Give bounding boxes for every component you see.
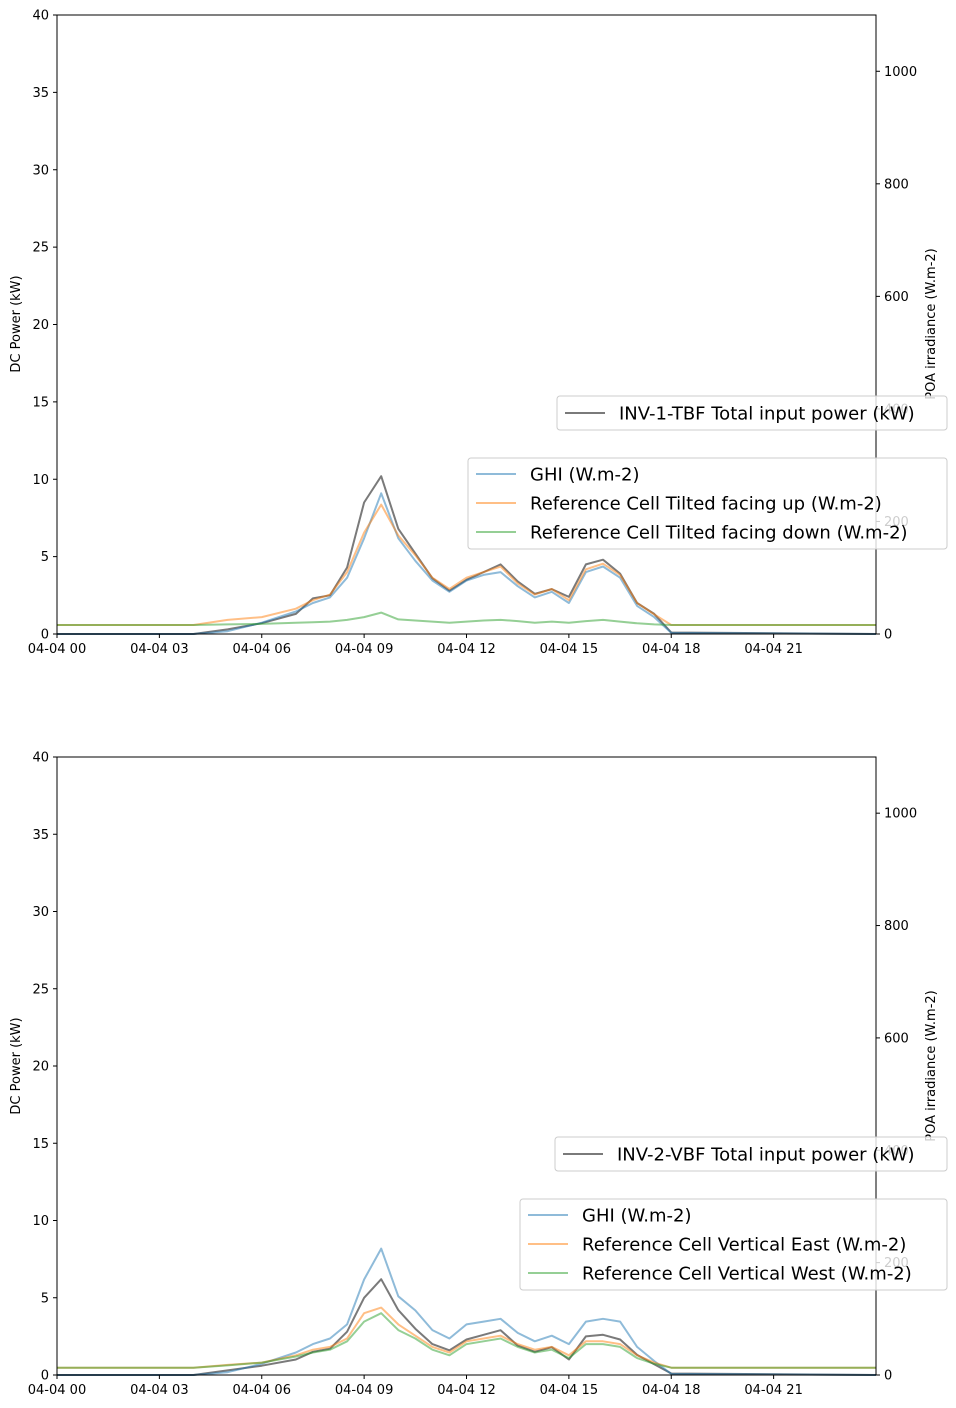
panel-top-ytick-label-8: 40 [32, 9, 49, 24]
panel-top-xtick-label-0: 04-04 00 [28, 642, 86, 657]
panel-bottom-xtick-label-2: 04-04 06 [233, 1383, 291, 1398]
panel-bottom-y2tick-label-4: 800 [884, 919, 909, 934]
panel-top-ytick-label-2: 10 [32, 473, 49, 488]
panel-bottom-legend-power-box [554, 1136, 948, 1172]
panel-top-xtick-label-6: 04-04 18 [642, 642, 700, 657]
panel-top-y2tick-label-3: 600 [884, 290, 909, 305]
panel-bottom-ytick-label-2: 10 [32, 1214, 49, 1229]
panel-top-ytick-label-5: 25 [32, 241, 49, 256]
panel-bottom-ytick-label-1: 5 [41, 1291, 49, 1306]
panel-bottom-legend-power-label: INV-2-VBF Total input power (kW) [617, 1145, 915, 1166]
panel-top-ytick-label-6: 30 [32, 163, 49, 178]
panel-bottom-y2tick-label-0: 0 [884, 1369, 892, 1384]
panel-top-ytick-label-3: 15 [32, 395, 49, 410]
panel-bottom-series-line-3 [57, 1312, 876, 1369]
panel-top-series-line-2 [57, 503, 876, 626]
panel-top-legend-irr-box [467, 457, 948, 550]
panel-bottom-ytick-label-8: 40 [32, 751, 49, 766]
panel-top-ytick-label-7: 35 [32, 86, 49, 101]
panel-top-legend-irr-label-1: Reference Cell Tilted facing up (W.m-2) [530, 494, 882, 515]
panel-bottom-y2tick-label-3: 600 [884, 1031, 909, 1046]
panel-bottom-series-line-1 [57, 1247, 877, 1376]
panel-top-xtick-label-7: 04-04 21 [744, 642, 802, 657]
panel-top-series-line-3 [57, 611, 876, 626]
panel-bottom-ytick-label-3: 15 [32, 1137, 49, 1152]
panel-bottom-ytick-label-0: 0 [41, 1369, 49, 1384]
panel-bottom-series-line-0 [57, 1278, 877, 1376]
panel-bottom-xtick-label-5: 04-04 15 [540, 1383, 598, 1398]
panel-top-y2tick-label-4: 800 [884, 177, 909, 192]
panel-bottom-legend-irr-label-1: Reference Cell Vertical East (W.m-2) [582, 1235, 906, 1256]
panel-top-y2tick-label-0: 0 [884, 628, 892, 643]
panel-top-series-line-1 [57, 492, 877, 635]
panel-bottom-xtick-label-4: 04-04 12 [437, 1383, 495, 1398]
panel-bottom-xtick-label-6: 04-04 18 [642, 1383, 700, 1398]
panel-top-legend-power-label: INV-1-TBF Total input power (kW) [619, 404, 915, 425]
panel-top-y2label: POA irradiance (W.m-2) [924, 248, 939, 400]
panel-bottom-ytick-label-5: 25 [32, 982, 49, 997]
panel-bottom-ylabel: DC Power (kW) [9, 1017, 24, 1114]
panel-top-xtick-label-1: 04-04 03 [130, 642, 188, 657]
panel-bottom-xtick-label-7: 04-04 21 [744, 1383, 802, 1398]
panel-bottom-y2label: POA irradiance (W.m-2) [924, 990, 939, 1142]
panel-bottom-xtick-label-0: 04-04 00 [28, 1383, 86, 1398]
panel-bottom-xtick-label-3: 04-04 09 [335, 1383, 393, 1398]
panel-top-ytick-label-4: 20 [32, 318, 49, 333]
panel-bottom-ytick-label-4: 20 [32, 1060, 49, 1075]
panel-top-xtick-label-2: 04-04 06 [233, 642, 291, 657]
panel-top: DC Power (kW) POA irradiance (W.m-2) 0 5 1… [9, 9, 948, 657]
panel-bottom-y2tick-label-5: 1000 [884, 807, 917, 822]
panel-bottom-ytick-label-7: 35 [32, 828, 49, 843]
panel-top-legend-irr-label-2: Reference Cell Tilted facing down (W.m-2… [530, 523, 908, 544]
panel-top-legend-irr-label-0: GHI (W.m-2) [530, 465, 640, 486]
panel-top-y2tick-label-5: 1000 [884, 65, 917, 80]
panel-bottom-series-line-2 [57, 1306, 876, 1369]
panel-top-xtick-label-4: 04-04 12 [437, 642, 495, 657]
panel-top-ytick-label-0: 0 [41, 628, 49, 643]
panel-bottom-xtick-label-1: 04-04 03 [130, 1383, 188, 1398]
panel-top-xtick-label-5: 04-04 15 [540, 642, 598, 657]
panel-bottom: DC Power (kW) POA irradiance (W.m-2) 0 5 1… [9, 751, 948, 1398]
panel-top-ytick-label-1: 5 [41, 550, 49, 565]
panel-bottom-legend-irr-label-0: GHI (W.m-2) [582, 1206, 692, 1227]
panel-top-ylabel: DC Power (kW) [9, 275, 24, 372]
panel-top-legend-power-box [556, 395, 948, 431]
panel-bottom-ytick-label-6: 30 [32, 905, 49, 920]
panel-bottom-legend-irr-label-2: Reference Cell Vertical West (W.m-2) [582, 1264, 912, 1285]
panel-top-xtick-label-3: 04-04 09 [335, 642, 393, 657]
panel-bottom-legend-irr-box [519, 1198, 948, 1291]
